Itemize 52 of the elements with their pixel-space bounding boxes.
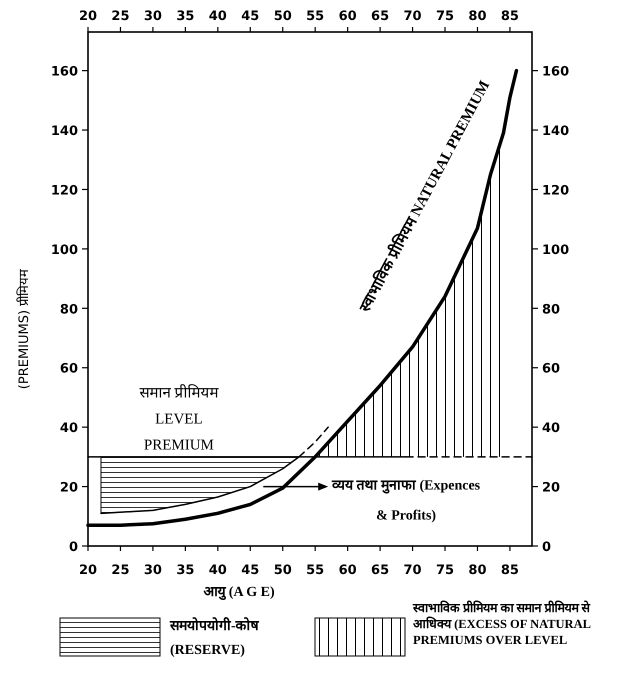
x2-tick-label: 70 [404, 563, 422, 578]
text: स्वाभाविक प्रीमियम का समान प्रीमियम से आधिक्य (EXCESS OF NATURAL PREMIUMS OVER LEVEL [412, 600, 591, 647]
y-tick-label: 100 [50, 242, 78, 258]
x-tick-label: 70 [404, 9, 422, 24]
y2-tick-label: 120 [542, 183, 570, 198]
y-tick-label: 120 [50, 183, 78, 198]
y-tick-label: 20 [60, 480, 78, 496]
x2-tick-label: 65 [371, 563, 390, 578]
x2-tick-label: 50 [274, 563, 292, 578]
x-tick-label: 30 [144, 9, 162, 24]
y-tick-label: 0 [68, 540, 78, 555]
x-tick-label: 65 [371, 9, 390, 24]
x2-tick-label: 60 [338, 563, 357, 578]
y-axis-title: (PREMIUMS) प्रीमियम [16, 268, 32, 390]
y2-tick-label: 140 [542, 124, 570, 140]
x-axis-title: आयु (A G E) [203, 585, 276, 601]
x-tick-label: 45 [241, 9, 260, 24]
y-tick-label: 40 [60, 421, 78, 436]
annotation: व्यय तथा मुनाफा (Expences & Profits) [330, 478, 481, 524]
x2-tick-label: 45 [241, 563, 260, 578]
x2-tick-label: 75 [436, 563, 454, 578]
x2-tick-label: 85 [500, 563, 519, 578]
y2-tick-label: 160 [542, 64, 570, 80]
x2-tick-label: 30 [144, 563, 162, 578]
x-tick-label: 35 [176, 9, 194, 24]
x-tick-label: 60 [338, 9, 357, 24]
y2-tick-label: 20 [542, 480, 560, 496]
x2-tick-label: 25 [111, 563, 130, 578]
y-tick-label: 80 [60, 302, 78, 318]
x-tick-label: 55 [306, 9, 324, 24]
x2-tick-label: 20 [78, 563, 98, 578]
x-tick-label: 20 [78, 9, 98, 24]
y2-tick-label: 40 [542, 421, 560, 436]
x-tick-label: 75 [436, 9, 454, 24]
y-tick-label: 140 [50, 124, 78, 140]
x2-tick-label: 55 [306, 563, 324, 578]
x2-tick-label: 40 [208, 563, 227, 578]
y-tick-label: 160 [50, 64, 78, 80]
y-tick-label: 60 [60, 362, 78, 377]
x2-tick-label: 35 [176, 563, 194, 578]
y2-tick-label: 0 [542, 540, 552, 555]
series-label: समान प्रीमियम LEVEL PREMIUM [140, 383, 220, 454]
x2-tick-label: 80 [468, 563, 487, 578]
y2-tick-label: 100 [542, 242, 570, 258]
x-tick-label: 25 [111, 9, 130, 24]
y2-tick-label: 60 [542, 362, 560, 377]
x-tick-label: 85 [500, 9, 519, 24]
x-tick-label: 50 [274, 9, 292, 24]
text: समयोपयोगी-कोष (RESERVE) [169, 617, 260, 658]
x-tick-label: 40 [208, 9, 227, 24]
x-tick-label: 80 [468, 9, 487, 24]
y2-tick-label: 80 [542, 302, 560, 318]
